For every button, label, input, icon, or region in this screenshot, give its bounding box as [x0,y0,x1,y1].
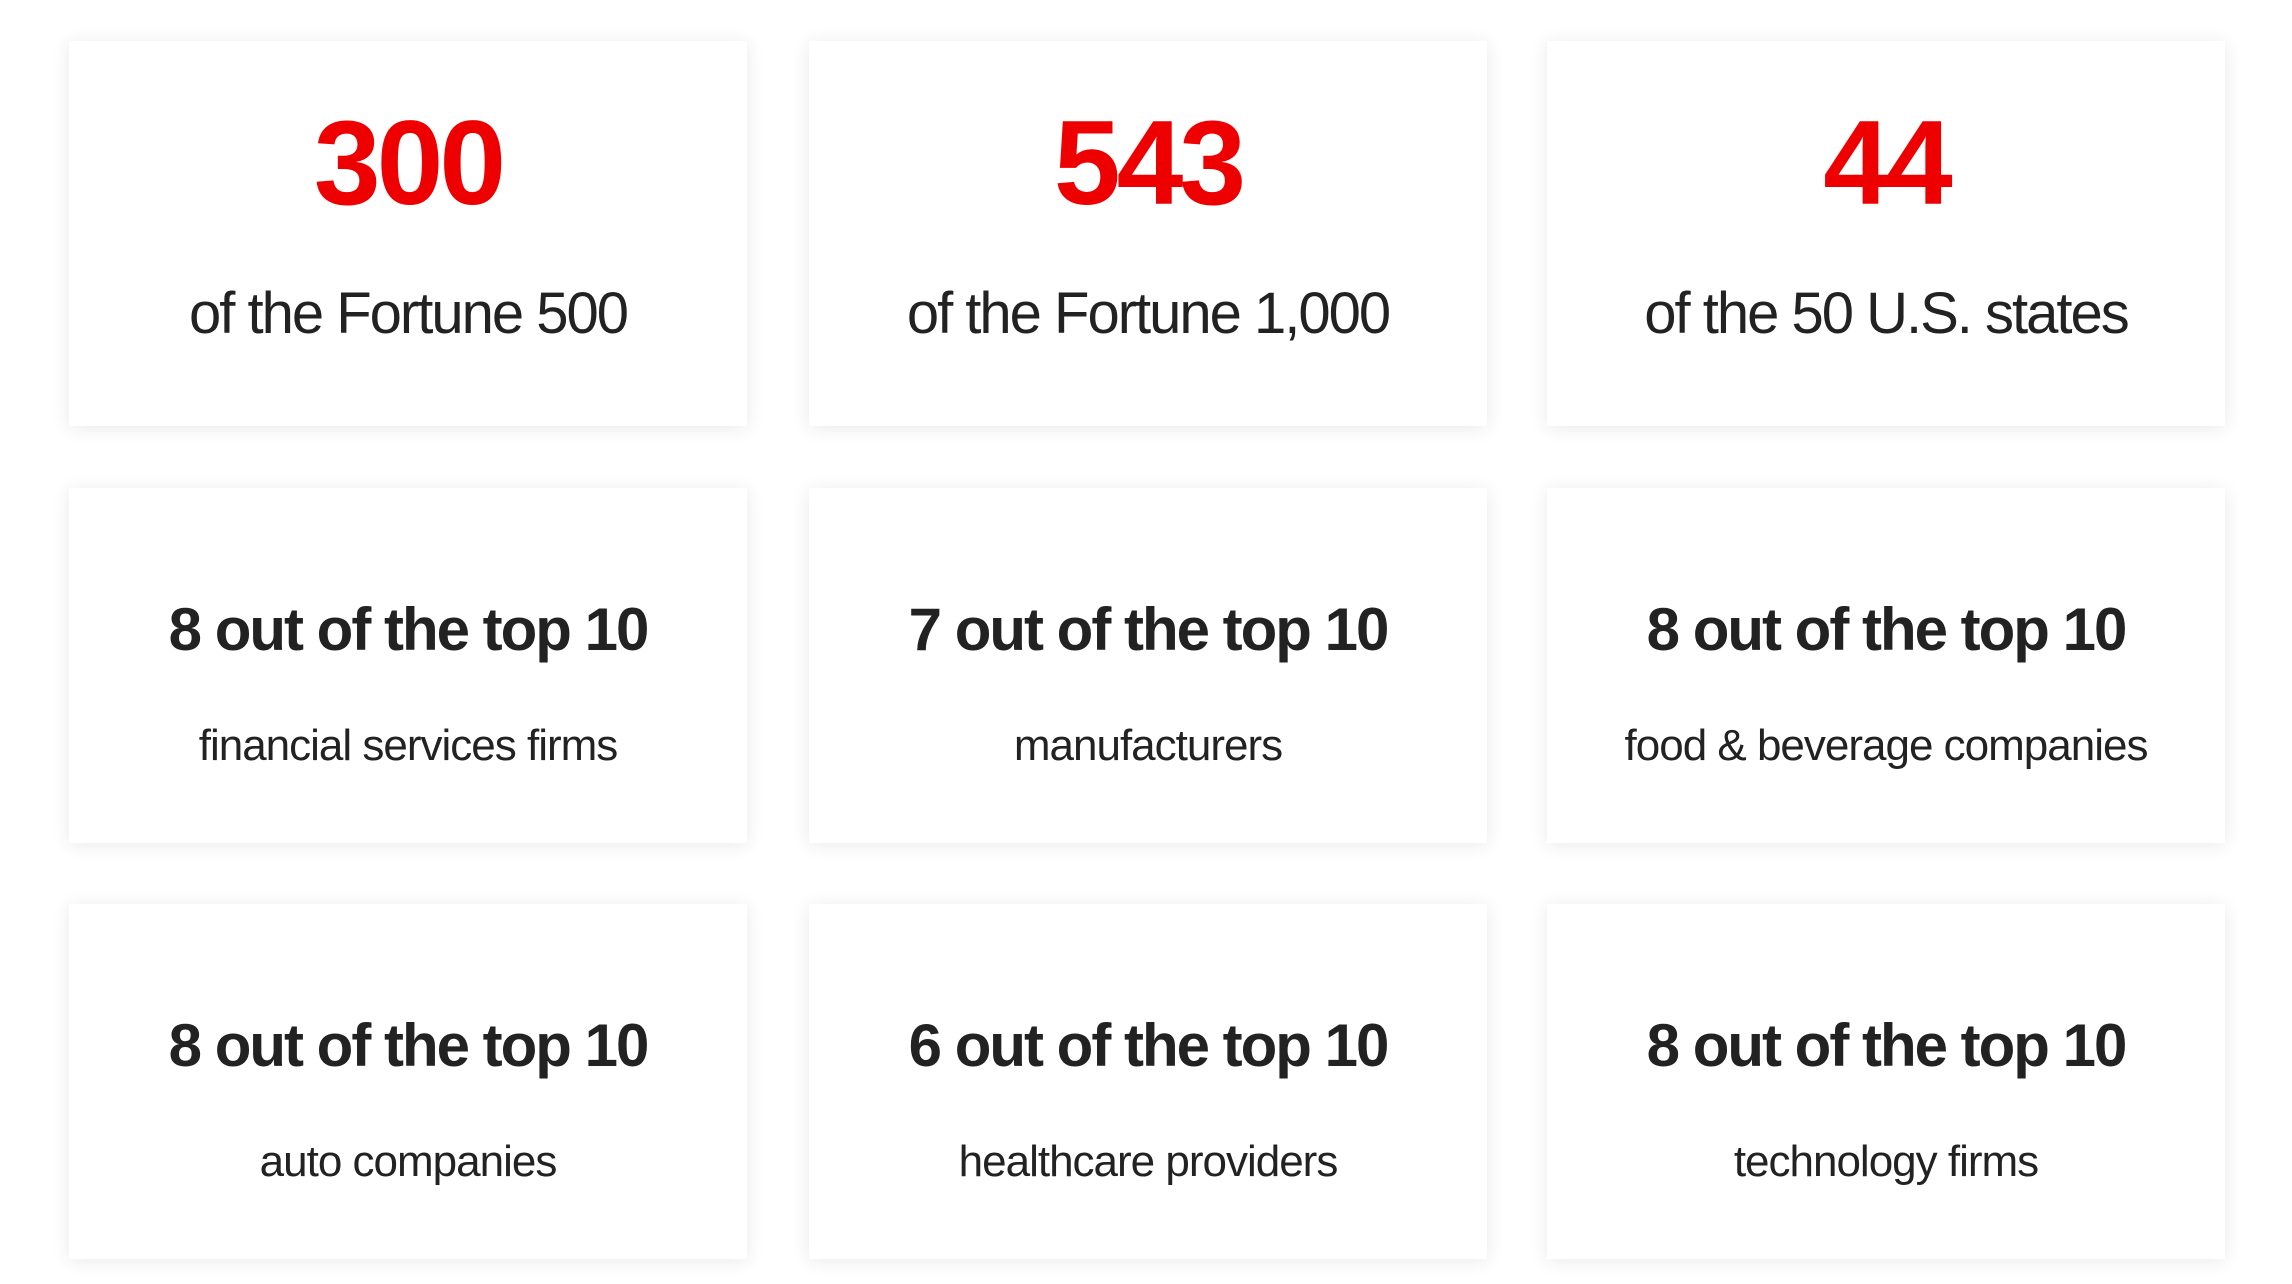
stat-card: 44 of the 50 U.S. states [1547,41,2225,426]
stat-description: of the 50 U.S. states [1644,281,2130,346]
stat-number: 300 [313,96,506,230]
stat-card: 543 of the Fortune 1,000 [809,41,1487,426]
stat-description: healthcare providers [958,1137,1339,1186]
stat-headline: 6 out of the top 10 [908,1012,1390,1079]
stat-description: financial services firms [198,721,619,770]
stat-headline: 7 out of the top 10 [908,596,1390,663]
stat-headline: 8 out of the top 10 [1646,596,2128,663]
stat-card: 8 out of the top 10 technology firms [1547,904,2225,1259]
stat-number: 543 [1053,96,1246,230]
stat-description: of the Fortune 500 [189,281,629,346]
stat-card: 8 out of the top 10 auto companies [69,904,747,1259]
stat-headline: 8 out of the top 10 [168,1012,650,1079]
stat-card: 300 of the Fortune 500 [69,41,747,426]
stat-number: 44 [1823,96,1952,230]
stat-card: 8 out of the top 10 food & beverage compa… [1547,488,2225,843]
stat-description: food & beverage companies [1624,721,2149,770]
stat-description: technology firms [1733,1137,2039,1186]
stat-card: 7 out of the top 10 manufacturers [809,488,1487,843]
stat-card: 6 out of the top 10 healthcare providers [809,904,1487,1259]
stat-card: 8 out of the top 10 financial services fi… [69,488,747,843]
stat-description: auto companies [259,1137,558,1186]
stat-headline: 8 out of the top 10 [1646,1012,2128,1079]
stat-description: manufacturers [1013,721,1283,770]
stat-headline: 8 out of the top 10 [168,596,650,663]
stat-description: of the Fortune 1,000 [906,281,1391,346]
